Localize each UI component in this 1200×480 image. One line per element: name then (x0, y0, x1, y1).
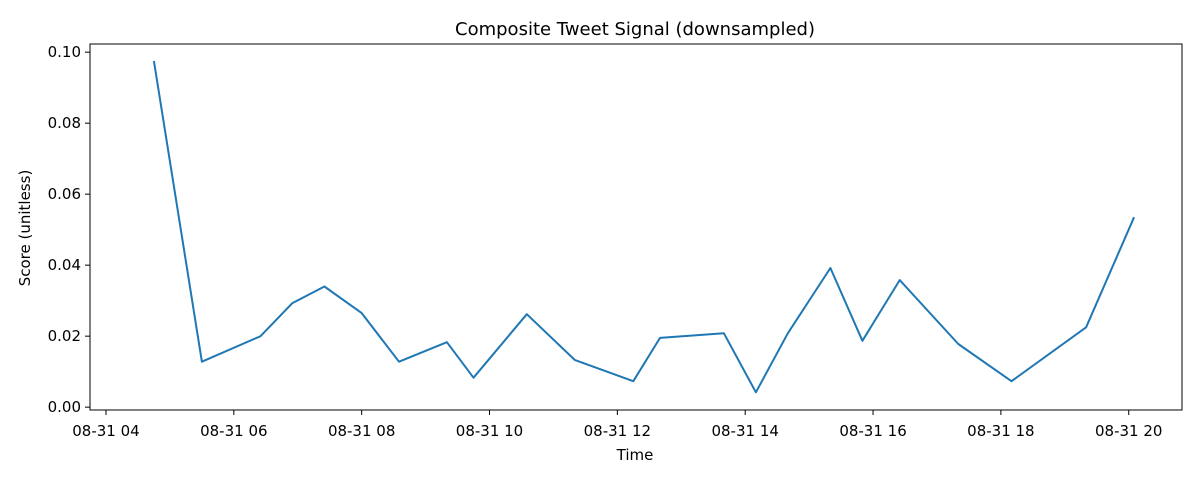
data-point (259, 335, 261, 337)
y-axis-label: Score (unitless) (16, 170, 34, 287)
x-tick-label: 08-31 10 (456, 422, 523, 440)
series-line (152, 60, 1136, 394)
data-point (899, 279, 901, 281)
chart-title: Composite Tweet Signal (downsampled) (455, 19, 815, 40)
data-point (473, 377, 475, 379)
y-tick-label: 0.08 (48, 114, 81, 132)
plot-area: 08-31 04 08-31 06 08-31 08 08-31 10 08-31 12… (48, 43, 1183, 440)
y-tick-label: 0.06 (48, 185, 81, 203)
data-point (1133, 216, 1135, 218)
x-tick-label: 08-31 20 (1095, 422, 1162, 440)
data-point (1011, 380, 1013, 382)
data-point (446, 341, 448, 343)
data-point (574, 359, 576, 361)
data-point (861, 340, 863, 342)
data-point (957, 343, 959, 345)
x-tick-label: 08-31 18 (967, 422, 1034, 440)
x-tick-label: 08-31 04 (72, 422, 139, 440)
x-tick-label: 08-31 12 (584, 422, 651, 440)
data-point (323, 285, 325, 287)
data-point (153, 60, 155, 62)
data-point (829, 267, 831, 269)
x-axis-label: Time (616, 446, 654, 464)
data-point (398, 361, 400, 363)
data-point (1085, 326, 1087, 328)
data-point (526, 313, 528, 315)
x-tick-label: 08-31 08 (328, 422, 395, 440)
data-point (659, 337, 661, 339)
y-tick-label: 0.04 (48, 256, 81, 274)
y-tick-label: 0.00 (48, 398, 81, 416)
data-point (755, 391, 757, 393)
x-tick-label: 08-31 06 (200, 422, 267, 440)
data-point (291, 302, 293, 304)
data-point (201, 361, 203, 363)
data-point (361, 312, 363, 314)
data-point (723, 332, 725, 334)
y-tick-label: 0.10 (48, 43, 81, 61)
data-point (632, 380, 634, 382)
axes-frame (89, 43, 1183, 411)
x-tick-label: 08-31 16 (839, 422, 906, 440)
x-tick-label: 08-31 14 (711, 422, 778, 440)
data-point (787, 332, 789, 334)
y-tick-label: 0.02 (48, 327, 81, 345)
